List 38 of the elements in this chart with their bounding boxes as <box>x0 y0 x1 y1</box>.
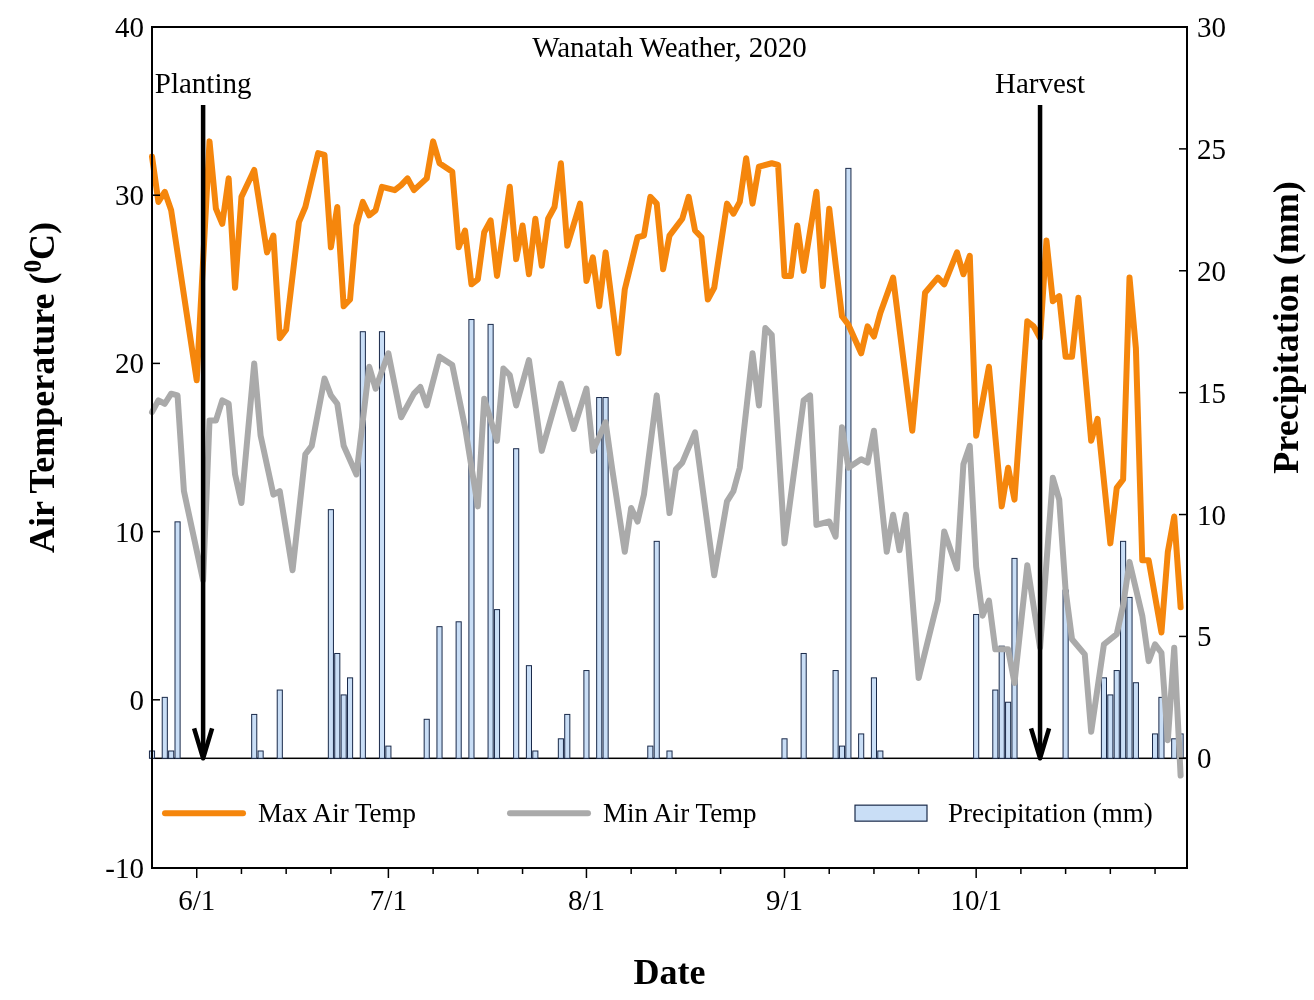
bar <box>468 319 475 759</box>
legend-label: Max Air Temp <box>258 798 417 829</box>
y-tick-label: 20 <box>115 347 144 380</box>
y2-tick-label: 30 <box>1197 11 1226 43</box>
y-tick-label: 30 <box>115 179 144 212</box>
bar <box>513 448 520 759</box>
bar <box>973 613 980 759</box>
x-tick-label: 9/1 <box>765 884 804 916</box>
y2-tick-label: 25 <box>1197 132 1226 165</box>
y2-tick-label: 20 <box>1197 254 1226 287</box>
x-tick-label: 7/1 <box>369 884 407 916</box>
ref-line-label: Planting <box>154 67 252 99</box>
x-axis-title: Date <box>633 952 706 992</box>
y2-axis-title: Precipitation (mm) <box>1266 181 1306 474</box>
bar <box>858 733 865 759</box>
x-tick-label: 10/1 <box>950 884 1002 916</box>
bar <box>666 750 673 759</box>
bar <box>800 652 807 759</box>
bar <box>436 626 443 759</box>
bar <box>583 670 590 759</box>
y-tick-label: -10 <box>105 852 144 884</box>
y-tick-label: 40 <box>115 11 144 43</box>
y-tick-label: 0 <box>129 683 144 716</box>
y2-tick-label: 0 <box>1197 742 1212 775</box>
legend-label: Min Air Temp <box>603 798 757 829</box>
legend-label: Precipitation (mm) <box>948 798 1153 829</box>
x-tick-label: 6/1 <box>178 884 216 916</box>
bar <box>423 718 430 759</box>
y2-tick-label: 5 <box>1197 620 1212 653</box>
chart-title: Wanatah Weather, 2020 <box>532 31 807 63</box>
bar <box>455 621 462 759</box>
y-tick-label: 10 <box>115 515 144 548</box>
bar <box>781 738 788 759</box>
y2-tick-label: 15 <box>1197 376 1226 409</box>
y2-tick-label: 10 <box>1197 498 1226 531</box>
x-tick-label: 8/1 <box>567 884 605 916</box>
ref-line-label: Harvest <box>994 67 1086 99</box>
bar <box>276 689 283 759</box>
